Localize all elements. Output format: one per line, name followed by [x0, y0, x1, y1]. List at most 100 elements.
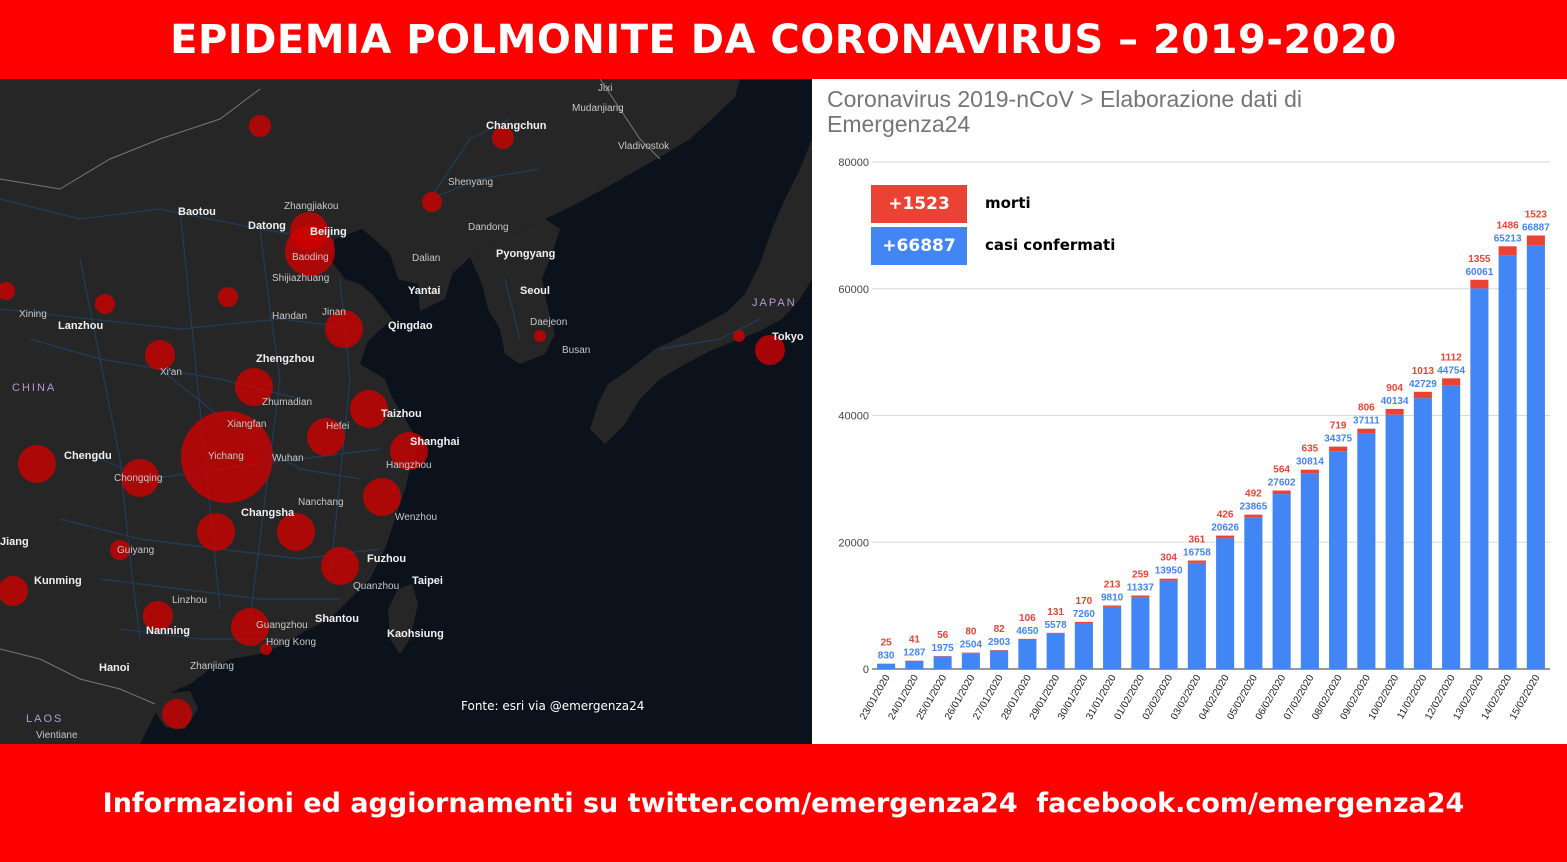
city-label: Hangzhou: [386, 460, 432, 471]
chart-bars: [877, 235, 1545, 669]
data-label-cases: 9810: [1101, 592, 1124, 603]
bar-cases: [1103, 606, 1122, 669]
city-label: Baoding: [292, 252, 329, 263]
bar-deaths: [1018, 638, 1037, 640]
bar-deaths: [1385, 408, 1404, 415]
city-label: Jixi: [598, 83, 612, 94]
city-label: Dandong: [468, 222, 509, 233]
city-label: Qingdao: [388, 320, 433, 332]
bar-cases: [1329, 451, 1348, 669]
data-label-deaths: 904: [1386, 383, 1403, 394]
city-label: Tokyo: [772, 331, 804, 343]
bar-cases: [1385, 414, 1404, 669]
bar-deaths: [1357, 428, 1376, 434]
data-label-deaths: 106: [1019, 613, 1036, 624]
data-label-cases: 44754: [1437, 365, 1465, 376]
data-label-deaths: 304: [1160, 553, 1177, 564]
bar-deaths: [1272, 490, 1291, 495]
data-label-cases: 4650: [1016, 626, 1039, 637]
data-label-cases: 66887: [1522, 222, 1550, 233]
city-label: Changchun: [486, 120, 547, 132]
map-japan-land: [590, 139, 812, 444]
city-label: Wuhan: [272, 453, 304, 464]
chart-panel: Coronavirus 2019-nCoV > Elaborazione dat…: [812, 79, 1567, 744]
country-label-japan: JAPAN: [752, 297, 797, 309]
city-label: Lanzhou: [58, 320, 103, 332]
china-map[interactable]: CHINA JAPAN LAOS Baotou Datong Zhangjiak…: [0, 79, 812, 744]
city-label: Baotou: [178, 206, 216, 218]
footer-links-text: Informazioni ed aggiornamenti su twitter…: [102, 787, 1465, 819]
data-label-deaths: 1112: [1441, 352, 1463, 363]
data-label-cases: 30814: [1296, 457, 1324, 468]
city-label: Fuzhou: [367, 553, 406, 565]
bar-cases: [1272, 494, 1291, 669]
country-label-china: CHINA: [12, 382, 56, 394]
data-label-deaths: 213: [1104, 579, 1121, 590]
y-tick-label: 80000: [838, 157, 869, 169]
city-label: Nanchang: [298, 497, 344, 508]
city-label: Chengdu: [64, 450, 112, 462]
city-label: Kunming: [34, 575, 82, 587]
y-tick-label: 20000: [838, 537, 869, 549]
bar-deaths: [1413, 391, 1432, 399]
bar-cases: [1159, 580, 1178, 669]
bar-deaths: [1103, 605, 1122, 607]
bar-cases: [877, 663, 896, 669]
bar-deaths: [1329, 446, 1348, 452]
data-label-deaths: 806: [1358, 403, 1375, 414]
city-label: Vientiane: [36, 730, 78, 741]
city-label: Taipei: [412, 575, 443, 587]
bar-cases: [1244, 517, 1263, 669]
data-label-deaths: 719: [1330, 421, 1347, 432]
city-label: Xining: [19, 309, 47, 320]
map-panel[interactable]: CHINA JAPAN LAOS Baotou Datong Zhangjiak…: [0, 79, 812, 744]
city-label: Hefei: [326, 421, 349, 432]
data-label-cases: 1287: [903, 648, 926, 659]
data-label-cases: 60061: [1465, 267, 1493, 278]
city-label: Chongqing: [114, 473, 162, 484]
bar-cases: [1442, 385, 1461, 669]
data-label-cases: 34375: [1324, 434, 1352, 445]
data-label-cases: 65213: [1494, 233, 1522, 244]
bar-deaths: [1131, 595, 1150, 598]
legend-deaths-label: morti: [985, 194, 1031, 212]
city-label: Pyongyang: [496, 248, 555, 260]
bar-deaths: [990, 650, 1009, 651]
chart-data-labels: 830 25 1287 41 1975 56 2504 80 2903 82 4650 106 5578…: [878, 209, 1550, 661]
data-label-deaths: 56: [937, 630, 949, 641]
data-label-cases: 20626: [1211, 523, 1239, 534]
data-label-deaths: 1355: [1468, 254, 1491, 265]
country-label-laos: LAOS: [26, 713, 63, 725]
bar-cases: [990, 650, 1009, 669]
bottom-banner: Informazioni ed aggiornamenti su twitter…: [0, 744, 1567, 862]
city-label: Wenzhou: [395, 512, 437, 523]
city-label: Xiangfan: [227, 419, 266, 430]
data-label-deaths: 80: [965, 627, 977, 638]
city-label: Xi'an: [160, 367, 182, 378]
city-label: Shijiazhuang: [272, 273, 329, 284]
data-label-cases: 16758: [1183, 548, 1211, 559]
city-label: Zhangjiakou: [284, 201, 338, 212]
legend-cases-label: casi confermati: [985, 236, 1116, 254]
city-label: Beijing: [310, 226, 347, 238]
data-label-deaths: 41: [909, 635, 921, 646]
city-label: Zhumadian: [262, 397, 312, 408]
city-label: Daejeon: [530, 317, 567, 328]
city-label: Shantou: [315, 613, 359, 625]
city-label: Zhengzhou: [256, 353, 315, 365]
bar-cases: [1131, 597, 1150, 669]
city-label: Zhanjiang: [190, 661, 234, 672]
data-label-cases: 42729: [1409, 379, 1437, 390]
data-label-cases: 7260: [1073, 609, 1096, 620]
legend-cases-value: +66887: [871, 227, 967, 265]
page-title: EPIDEMIA POLMONITE DA CORONAVIRUS – 2019…: [170, 16, 1397, 63]
map-taiwan-land: [388, 584, 418, 654]
data-label-cases: 37111: [1353, 416, 1380, 427]
bar-cases: [905, 660, 924, 669]
city-label: Yichang: [208, 451, 244, 462]
map-source-credit: Fonte: esri via @emergenza24: [461, 699, 645, 713]
data-label-cases: 11337: [1127, 583, 1155, 594]
bar-cases: [961, 653, 980, 669]
data-label-cases: 2903: [988, 637, 1011, 648]
city-label: Handan: [272, 311, 307, 322]
